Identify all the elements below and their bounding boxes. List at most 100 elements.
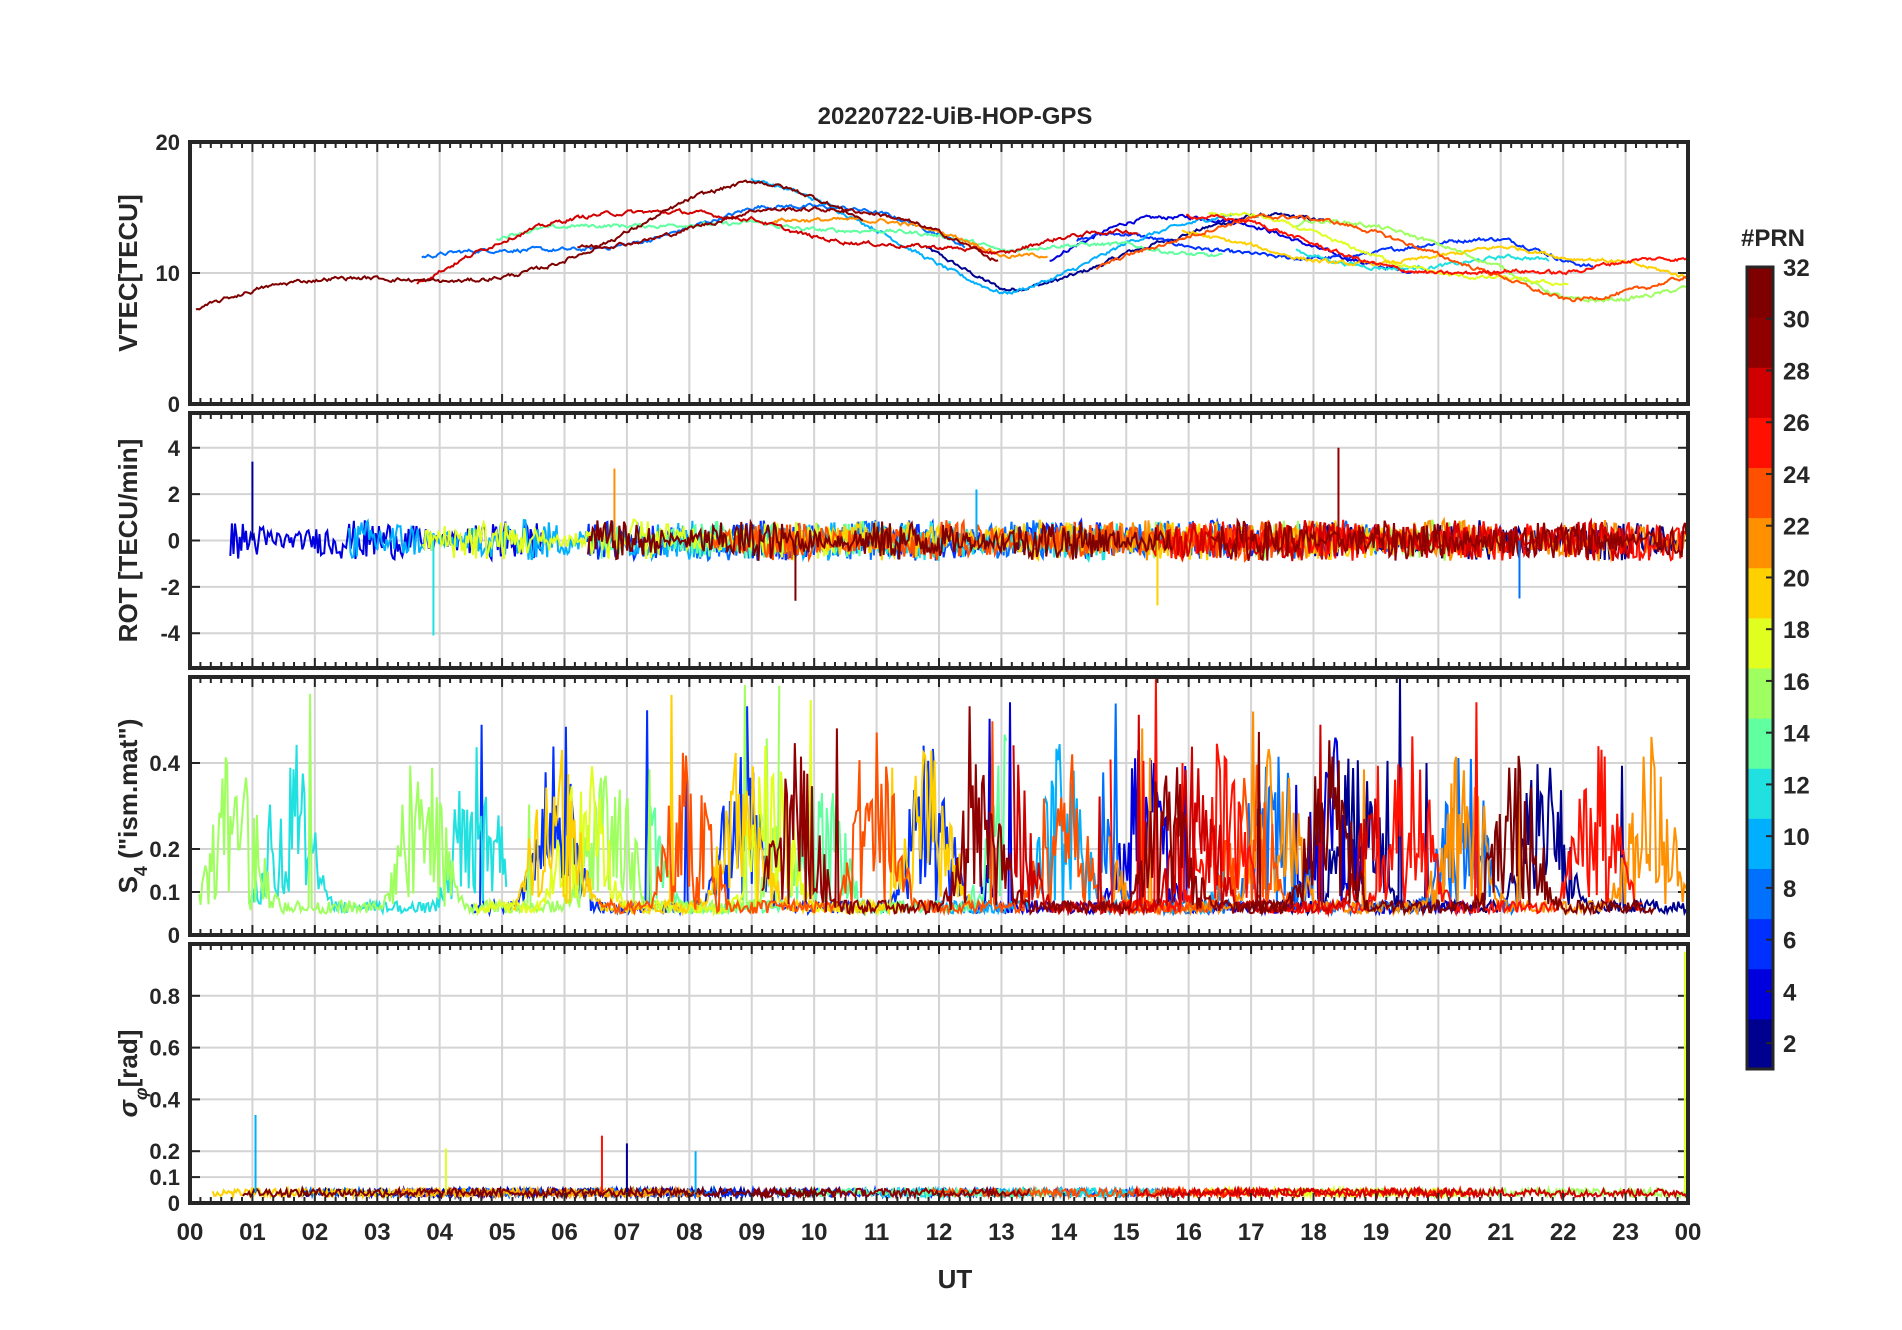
y-tick-label: 0.8: [149, 984, 180, 1009]
colorbar-title: #PRN: [1741, 225, 1805, 252]
colorbar-segment: [1747, 292, 1773, 318]
series-line: [761, 706, 1283, 917]
series-line: [195, 179, 864, 311]
x-axis-label: UT: [938, 1264, 973, 1294]
x-tick-label: 00: [1675, 1219, 1702, 1246]
x-tick-label: 06: [551, 1219, 578, 1246]
colorbar-segment: [1747, 467, 1773, 494]
x-tick-label: 08: [676, 1219, 703, 1246]
series-line: [1076, 231, 1594, 268]
y-tick-label: 0: [168, 529, 180, 554]
x-tick-label: 03: [364, 1219, 391, 1246]
series-line: [416, 207, 1139, 285]
colorbar-tick-label: 26: [1783, 410, 1810, 437]
x-tick-label: 01: [239, 1219, 266, 1246]
series-line: [229, 520, 551, 563]
panel-vtec: 0 10 20 VTEC[TECU]: [113, 130, 1690, 417]
series-line: [247, 744, 508, 917]
y-tick-label: 20: [156, 130, 180, 155]
colorbar-segment: [1747, 693, 1773, 719]
colorbar-tick-label: 20: [1783, 565, 1810, 592]
x-tick-label: 19: [1363, 1219, 1390, 1246]
panel-rot: -4 -2 0 2 4 ROT [TECU/min]: [113, 411, 1690, 670]
colorbar-tick-label: 2: [1783, 1031, 1796, 1058]
series-line: [931, 1185, 1243, 1201]
y-label-suffix: ("ism.mat"): [113, 719, 143, 866]
panel-s4: 00.10.20.4S4 ("ism.mat"): [113, 675, 1690, 948]
x-tick-label: 00: [177, 1219, 204, 1246]
series-line: [1109, 677, 1643, 918]
series-line: [1095, 213, 1688, 303]
colorbar-segment: [1747, 392, 1773, 418]
colorbar-tick-label: 28: [1783, 358, 1810, 385]
colorbar-tick-label: 4: [1783, 979, 1797, 1006]
colorbar-tick-label: 24: [1783, 462, 1810, 489]
colorbar-tick-label: 32: [1783, 255, 1810, 282]
colorbar-segment: [1747, 517, 1773, 544]
colorbar-segment: [1747, 542, 1773, 569]
chart-title: 20220722-UiB-HOP-GPS: [818, 103, 1093, 130]
colorbar-segment: [1747, 317, 1773, 343]
x-tick-label: 13: [988, 1219, 1015, 1246]
y-axis-label: S4 ("ism.mat"): [113, 719, 151, 894]
x-tick-label: 17: [1238, 1219, 1265, 1246]
series-line: [1186, 213, 1688, 276]
y-axis-label: ROT [TECU/min]: [113, 439, 143, 643]
colorbar-segment: [1747, 342, 1773, 368]
series-line: [1108, 711, 1688, 917]
series-line: [242, 1184, 836, 1201]
series-line: [496, 219, 1223, 258]
y-axis-label: VTEC[TECU]: [113, 194, 143, 351]
colorbar-segment: [1747, 768, 1773, 794]
series-line: [1210, 517, 1688, 562]
y-tick-label: 0.1: [149, 880, 180, 905]
x-tick-label: 11: [864, 1219, 889, 1246]
colorbar-segment: [1747, 492, 1773, 519]
y-tick-label: -2: [160, 575, 180, 600]
colorbar-segment: [1747, 793, 1773, 819]
y-tick-label: 0.4: [149, 751, 180, 776]
colorbar-segment: [1747, 968, 1773, 995]
colorbar-segment: [1747, 818, 1773, 844]
series-line: [1049, 213, 1413, 274]
series-line: [1181, 229, 1688, 279]
x-tick-label: 23: [1612, 1219, 1639, 1246]
colorbar-segment: [1747, 617, 1773, 644]
x-tick-label: 07: [614, 1219, 641, 1246]
x-tick-label: 02: [301, 1219, 328, 1246]
colorbar-tick-label: 12: [1783, 772, 1810, 799]
y-label-main: S: [113, 876, 143, 893]
colorbar-tick-label: 6: [1783, 928, 1796, 955]
y-tick-label: 0: [168, 1191, 180, 1216]
x-tick-label: 05: [489, 1219, 516, 1246]
x-axis: 00 01 02 03 04 05 06 07 08 09 10 11 12 13 14 15 16 17 18 19…: [177, 1219, 1702, 1246]
colorbar-segment: [1747, 267, 1773, 293]
colorbar-segment: [1747, 592, 1773, 619]
colorbar-segment: [1747, 417, 1773, 443]
colorbar-tick-label: 30: [1783, 307, 1810, 334]
panel-sigma_phi: 00.10.2 0.4 0.6 0.8 σφ[rad]: [113, 942, 1690, 1216]
series-line: [1295, 218, 1687, 304]
series-group: [211, 951, 1688, 1201]
y-tick-label: 0.2: [149, 1139, 180, 1164]
colorbar-frame: [1745, 265, 1775, 1071]
series-line: [577, 205, 999, 262]
y-tick-label: 0.2: [149, 837, 180, 862]
colorbar-segment: [1747, 567, 1773, 594]
series-line: [1239, 731, 1656, 917]
x-tick-label: 18: [1300, 1219, 1327, 1246]
colorbar-segment: [1747, 442, 1773, 468]
series-line: [750, 177, 1235, 295]
y-tick-label: 10: [156, 261, 180, 286]
x-tick-label: 14: [1050, 1219, 1077, 1246]
colorbar-segment: [1747, 993, 1773, 1020]
colorbar-segment: [1747, 1043, 1773, 1070]
y-label-subscript: 4: [131, 866, 151, 876]
x-tick-label: 22: [1550, 1219, 1577, 1246]
colorbar-tick-label: 14: [1783, 721, 1810, 748]
x-tick-label: 10: [801, 1219, 828, 1246]
series-line: [772, 216, 1049, 260]
colorbar-segment: [1747, 642, 1773, 669]
